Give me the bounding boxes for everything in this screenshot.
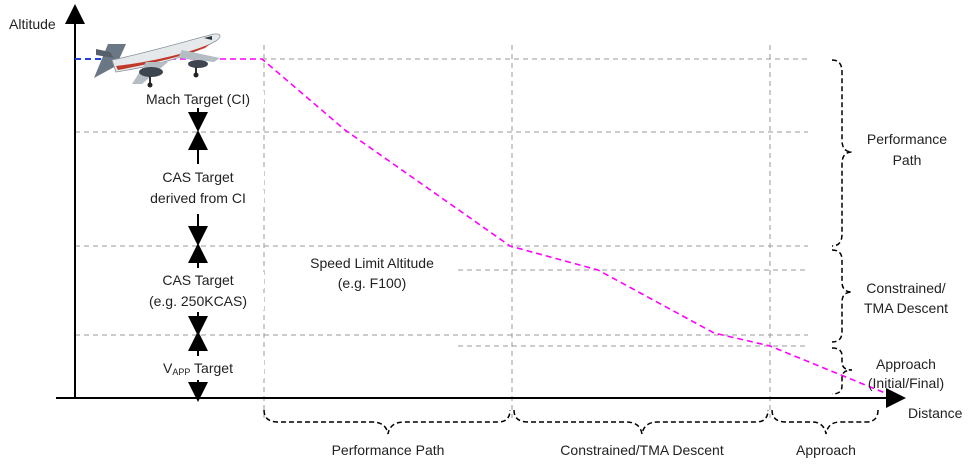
right-performance-line1: Performance bbox=[866, 131, 948, 147]
right-braces bbox=[831, 59, 853, 395]
horizontal-gridlines bbox=[75, 58, 808, 347]
right-performance-line2: Path bbox=[892, 152, 922, 168]
speed-limit-label-line2: (e.g. F100) bbox=[337, 275, 407, 291]
vapp-v: V bbox=[163, 360, 173, 376]
vertical-phase-lines bbox=[263, 45, 771, 418]
cas250-label-line1: CAS Target bbox=[132, 272, 264, 289]
bottom-performance-label: Performance Path bbox=[331, 442, 445, 458]
vapp-subscript: APP bbox=[172, 367, 191, 377]
brace-bottom-performance bbox=[263, 409, 511, 435]
bottom-approach-label: Approach bbox=[796, 442, 856, 458]
right-approach-line2: (Initial/Final) bbox=[867, 375, 945, 391]
mach-target-label: Mach Target (CI) bbox=[132, 91, 264, 108]
cas250-label-line2: (e.g. 250KCAS) bbox=[132, 293, 264, 310]
cas-ci-label-line2: derived from CI bbox=[132, 190, 264, 207]
bottom-braces bbox=[263, 409, 879, 435]
cas-ci-label-line1: CAS Target bbox=[132, 169, 264, 186]
right-constrained-line2: TMA Descent bbox=[863, 300, 949, 316]
brace-approach bbox=[831, 347, 853, 395]
brace-constrained bbox=[831, 249, 853, 343]
descent-profile-path bbox=[150, 58, 886, 394]
right-approach-line1: Approach bbox=[876, 356, 936, 372]
brace-performance-path bbox=[831, 59, 853, 247]
vapp-target-label: VAPP Target bbox=[132, 360, 264, 379]
bottom-constrained-label: Constrained/TMA Descent bbox=[560, 442, 724, 458]
airplane-icon bbox=[94, 33, 221, 88]
speed-limit-label-line1: Speed Limit Altitude bbox=[310, 255, 434, 271]
x-axis-label: Distance bbox=[908, 405, 963, 421]
y-axis-label: Altitude bbox=[9, 16, 56, 32]
brace-bottom-approach bbox=[771, 409, 879, 435]
vapp-target-word: Target bbox=[190, 360, 233, 376]
brace-bottom-constrained bbox=[513, 409, 769, 435]
right-constrained-line1: Constrained/ bbox=[866, 280, 946, 296]
